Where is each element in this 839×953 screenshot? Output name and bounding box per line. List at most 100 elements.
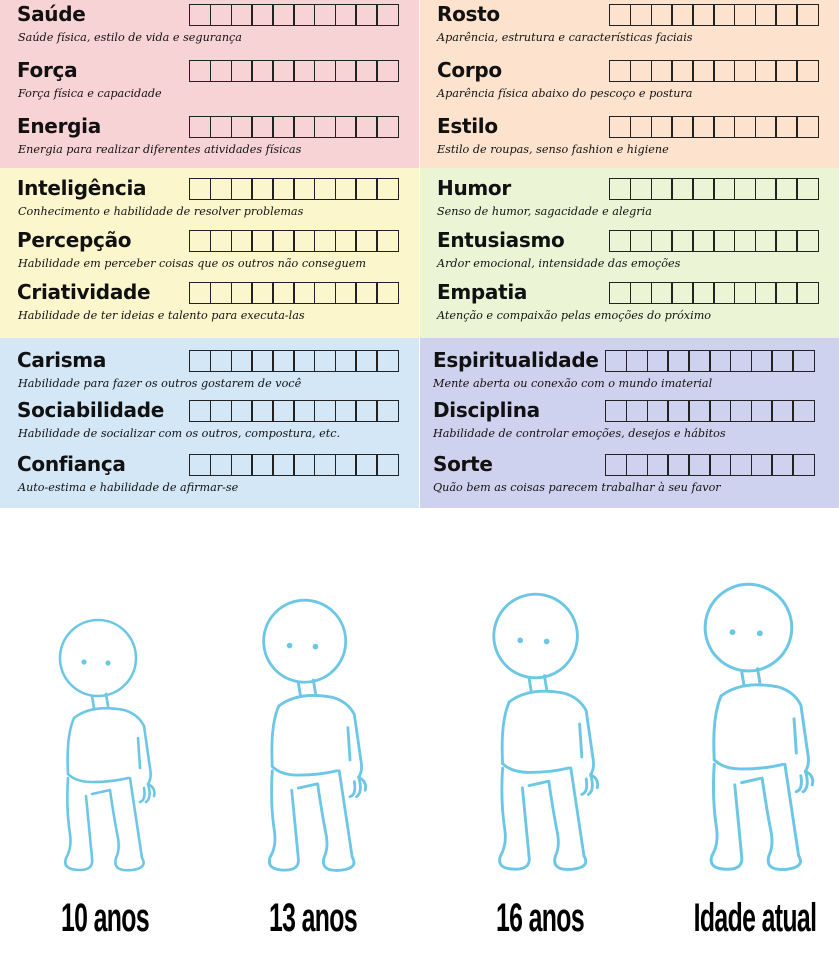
rating-box[interactable] (775, 282, 798, 304)
rating-box[interactable] (292, 454, 316, 476)
rating-box[interactable] (272, 400, 295, 422)
rating-box[interactable] (334, 60, 357, 82)
rating-box[interactable] (775, 178, 798, 200)
rating-box[interactable] (625, 400, 649, 422)
rating-box[interactable] (189, 282, 212, 304)
rating-box[interactable] (355, 454, 378, 476)
rating-box[interactable] (334, 116, 357, 138)
rating-box[interactable] (629, 230, 653, 252)
rating-box[interactable] (292, 4, 316, 26)
rating-box[interactable] (692, 230, 715, 252)
rating-box[interactable] (629, 282, 653, 304)
rating-box[interactable] (796, 178, 819, 200)
rating-box[interactable] (272, 230, 295, 252)
rating-box[interactable] (625, 454, 649, 476)
rating-box[interactable] (671, 178, 694, 200)
rating-box[interactable] (376, 454, 399, 476)
rating-box[interactable] (646, 400, 669, 422)
rating-box[interactable] (629, 4, 653, 26)
rating-box[interactable] (712, 178, 736, 200)
rating-box[interactable] (609, 116, 632, 138)
rating-box[interactable] (251, 400, 274, 422)
rating-box[interactable] (355, 282, 378, 304)
rating-box[interactable] (609, 4, 632, 26)
rating-box[interactable] (650, 282, 673, 304)
rating-box[interactable] (712, 230, 736, 252)
rating-box[interactable] (292, 400, 316, 422)
rating-box[interactable] (313, 454, 337, 476)
rating-box[interactable] (754, 282, 777, 304)
rating-box[interactable] (272, 454, 295, 476)
rating-box[interactable] (708, 400, 732, 422)
rating-box[interactable] (688, 350, 711, 372)
rating-box[interactable] (609, 60, 632, 82)
rating-box[interactable] (650, 230, 673, 252)
rating-box[interactable] (667, 454, 690, 476)
rating-box[interactable] (750, 400, 773, 422)
rating-box[interactable] (712, 282, 736, 304)
rating-box[interactable] (376, 350, 399, 372)
rating-box[interactable] (189, 454, 212, 476)
rating-box[interactable] (733, 60, 757, 82)
rating-box[interactable] (313, 230, 337, 252)
rating-box[interactable] (355, 60, 378, 82)
rating-box[interactable] (272, 282, 295, 304)
rating-box[interactable] (292, 282, 316, 304)
rating-box[interactable] (754, 116, 777, 138)
rating-box[interactable] (650, 4, 673, 26)
rating-box[interactable] (792, 454, 815, 476)
rating-box[interactable] (355, 230, 378, 252)
rating-box[interactable] (733, 116, 757, 138)
rating-box[interactable] (292, 178, 316, 200)
rating-box[interactable] (376, 178, 399, 200)
rating-box[interactable] (609, 282, 632, 304)
rating-box[interactable] (733, 282, 757, 304)
rating-box[interactable] (230, 400, 253, 422)
rating-box[interactable] (796, 230, 819, 252)
rating-box[interactable] (355, 350, 378, 372)
rating-box[interactable] (355, 400, 378, 422)
rating-box[interactable] (251, 116, 274, 138)
rating-box[interactable] (189, 60, 212, 82)
rating-box[interactable] (334, 350, 357, 372)
rating-box[interactable] (209, 178, 233, 200)
rating-box[interactable] (209, 4, 233, 26)
rating-box[interactable] (209, 454, 233, 476)
rating-box[interactable] (334, 4, 357, 26)
rating-box[interactable] (775, 116, 798, 138)
rating-box[interactable] (605, 454, 628, 476)
rating-box[interactable] (230, 350, 253, 372)
rating-box[interactable] (629, 178, 653, 200)
rating-box[interactable] (688, 454, 711, 476)
rating-box[interactable] (775, 4, 798, 26)
rating-box[interactable] (251, 230, 274, 252)
rating-box[interactable] (625, 350, 649, 372)
rating-box[interactable] (230, 178, 253, 200)
rating-box[interactable] (733, 4, 757, 26)
rating-box[interactable] (609, 230, 632, 252)
rating-box[interactable] (292, 350, 316, 372)
rating-box[interactable] (796, 60, 819, 82)
rating-box[interactable] (646, 350, 669, 372)
rating-box[interactable] (355, 178, 378, 200)
rating-box[interactable] (209, 282, 233, 304)
rating-box[interactable] (251, 60, 274, 82)
rating-box[interactable] (189, 230, 212, 252)
rating-box[interactable] (189, 400, 212, 422)
rating-box[interactable] (692, 4, 715, 26)
rating-box[interactable] (754, 178, 777, 200)
rating-box[interactable] (733, 230, 757, 252)
rating-box[interactable] (750, 350, 773, 372)
rating-box[interactable] (771, 454, 794, 476)
rating-box[interactable] (692, 178, 715, 200)
rating-box[interactable] (355, 116, 378, 138)
rating-box[interactable] (771, 350, 794, 372)
rating-box[interactable] (189, 4, 212, 26)
rating-box[interactable] (754, 230, 777, 252)
rating-box[interactable] (313, 178, 337, 200)
rating-box[interactable] (230, 4, 253, 26)
rating-box[interactable] (750, 454, 773, 476)
rating-box[interactable] (376, 60, 399, 82)
rating-box[interactable] (209, 230, 233, 252)
rating-box[interactable] (708, 350, 732, 372)
